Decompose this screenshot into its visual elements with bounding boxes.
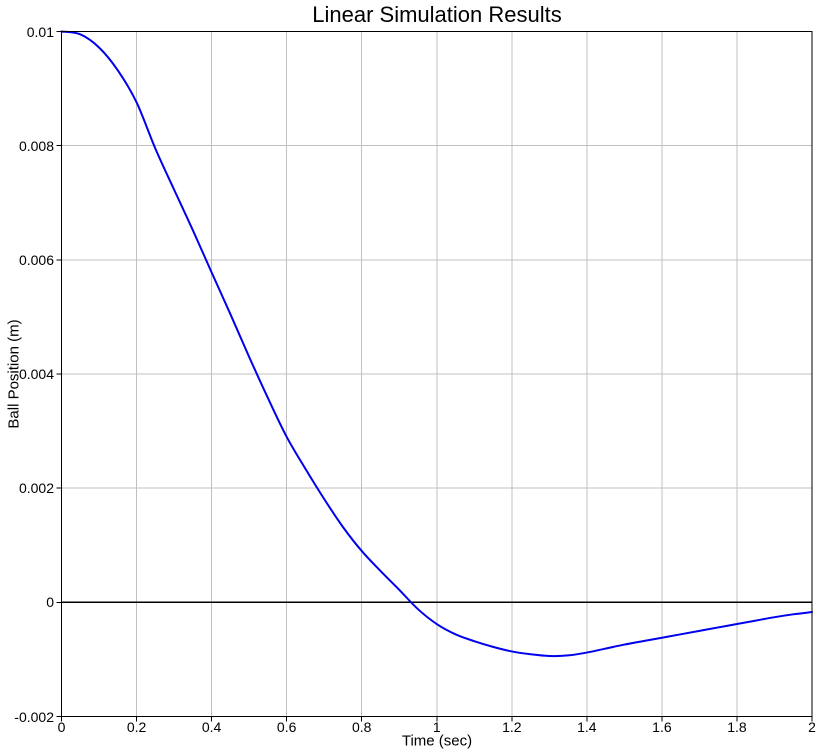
x-tick-label: 2 [808, 719, 816, 735]
series-path [60, 30, 813, 658]
x-tick-label: 0.4 [201, 719, 222, 735]
y-tick-label: 0.01 [26, 23, 54, 40]
tick-marks [56, 31, 813, 722]
x-tick-label: 1.6 [652, 719, 672, 735]
series-line-ball-position [60, 30, 813, 658]
y-tick-label: 0.006 [18, 251, 54, 268]
gridlines [61, 31, 812, 717]
x-tick-label: 0.6 [276, 719, 297, 735]
y-tick-label: 0.004 [18, 366, 54, 382]
y-tick-label: 0.008 [18, 137, 54, 154]
y-tick-label: -0.002 [14, 708, 54, 725]
x-tick-label: 0.2 [126, 719, 147, 735]
x-tick-label: 1.4 [577, 719, 597, 735]
x-axis-label: Time (sec) [401, 732, 473, 750]
x-tick-label: 0 [57, 719, 66, 735]
x-tick-label: 1.8 [727, 719, 747, 735]
chart-title: Linear Simulation Results [312, 2, 562, 27]
x-tick-label: 1.2 [502, 719, 522, 735]
y-tick-label: 0 [46, 594, 54, 611]
x-tick-label: 0.8 [351, 719, 372, 735]
y-tick-label: 0.002 [18, 480, 54, 497]
x-tick-label: 1 [432, 719, 441, 735]
